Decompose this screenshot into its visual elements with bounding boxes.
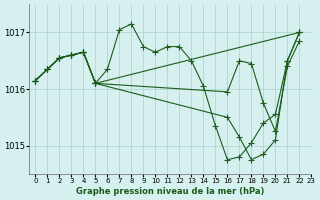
X-axis label: Graphe pression niveau de la mer (hPa): Graphe pression niveau de la mer (hPa) [76, 187, 265, 196]
